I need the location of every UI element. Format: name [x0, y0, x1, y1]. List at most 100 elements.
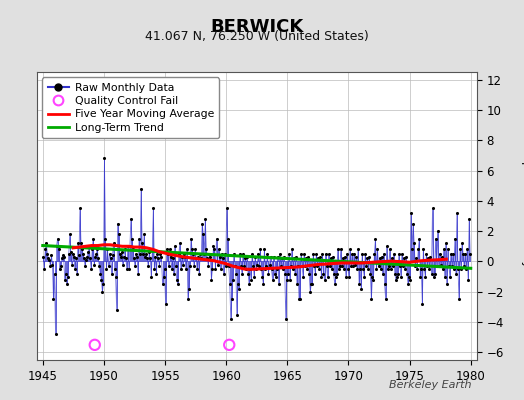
Point: [454, 266, 462, 272]
Point: [161, 301, 170, 307]
Point: [427, 254, 435, 260]
Point: [115, 231, 123, 237]
Point: [46, 263, 54, 269]
Point: [262, 263, 270, 269]
Point: [57, 263, 65, 269]
Point: [405, 274, 413, 280]
Point: [158, 281, 167, 288]
Point: [337, 263, 346, 269]
Point: [429, 274, 438, 280]
Point: [67, 249, 75, 256]
Point: [139, 251, 147, 257]
Point: [232, 270, 240, 277]
Point: [247, 276, 255, 283]
Point: [295, 296, 303, 302]
Point: [449, 251, 457, 257]
Point: [315, 266, 324, 272]
Point: [78, 246, 86, 252]
Point: [459, 251, 467, 257]
Point: [297, 251, 305, 257]
Point: [118, 261, 127, 268]
Point: [206, 254, 215, 260]
Point: [376, 266, 385, 272]
Point: [332, 274, 340, 280]
Point: [394, 270, 402, 277]
Point: [112, 274, 120, 280]
Point: [148, 246, 157, 252]
Point: [355, 281, 363, 288]
Point: [189, 251, 197, 257]
Point: [414, 246, 422, 252]
Point: [142, 251, 150, 257]
Point: [279, 266, 287, 272]
Point: [373, 246, 381, 252]
Point: [290, 255, 298, 262]
Point: [441, 274, 449, 280]
Point: [231, 263, 239, 269]
Point: [221, 251, 229, 257]
Point: [156, 251, 165, 257]
Point: [41, 246, 50, 252]
Point: [412, 255, 420, 262]
Point: [225, 281, 234, 288]
Point: [243, 254, 252, 260]
Point: [122, 255, 130, 262]
Point: [223, 205, 231, 212]
Point: [234, 281, 242, 288]
Point: [385, 263, 393, 269]
Point: [137, 186, 145, 192]
Point: [305, 270, 313, 277]
Point: [208, 266, 216, 272]
Point: [153, 251, 161, 257]
Point: [314, 255, 323, 262]
Point: [406, 276, 414, 283]
Point: [281, 316, 290, 322]
Point: [419, 246, 428, 252]
Point: [181, 254, 189, 260]
Point: [180, 251, 188, 257]
Point: [168, 266, 176, 272]
Point: [202, 246, 211, 252]
Point: [271, 274, 280, 280]
Text: Berkeley Earth: Berkeley Earth: [389, 380, 472, 390]
Point: [296, 296, 304, 302]
Point: [460, 263, 468, 269]
Point: [187, 236, 195, 242]
Point: [49, 296, 58, 302]
Point: [360, 274, 368, 280]
Point: [439, 266, 447, 272]
Point: [280, 270, 289, 277]
Point: [427, 270, 435, 277]
Point: [47, 252, 56, 259]
Point: [352, 254, 361, 260]
Point: [423, 263, 432, 269]
Point: [388, 255, 396, 262]
Point: [396, 263, 404, 269]
Point: [450, 266, 458, 272]
Point: [326, 255, 335, 262]
Point: [113, 307, 121, 313]
Point: [101, 236, 110, 242]
Point: [392, 274, 401, 280]
Point: [342, 274, 350, 280]
Point: [413, 266, 421, 272]
Point: [58, 255, 66, 262]
Point: [219, 255, 227, 262]
Point: [301, 263, 309, 269]
Point: [409, 220, 417, 227]
Point: [464, 276, 472, 283]
Point: [416, 274, 424, 280]
Point: [230, 251, 238, 257]
Point: [240, 263, 248, 269]
Point: [143, 255, 151, 262]
Point: [215, 254, 224, 260]
Point: [85, 243, 93, 250]
Point: [461, 251, 470, 257]
Point: [201, 216, 210, 222]
Point: [138, 240, 146, 246]
Point: [375, 255, 384, 262]
Point: [186, 263, 194, 269]
Point: [345, 274, 353, 280]
Point: [398, 251, 406, 257]
Point: [157, 254, 166, 260]
